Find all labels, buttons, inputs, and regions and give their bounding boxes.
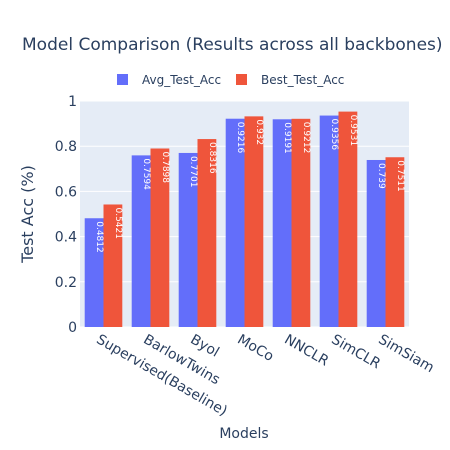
legend-swatch [117,74,128,85]
bar-value-label: 0.739 [376,163,386,189]
legend-label: Avg_Test_Acc [142,73,221,87]
bar [197,139,217,327]
bar-value-label: 0.5421 [113,207,123,239]
legend-label: Best_Test_Acc [261,73,344,87]
bar-value-label: 0.7701 [188,156,198,188]
bar [150,148,170,327]
bar [225,118,245,327]
bar [291,118,311,327]
bar [272,119,292,327]
y-tick-label: 0.6 [55,184,77,200]
legend: Avg_Test_Acc Best_Test_Acc [117,73,344,87]
bar [131,155,151,327]
x-tick-label: SimSiam [376,332,437,377]
bar-value-label: 0.8316 [207,142,217,174]
y-tick-label: 1 [68,94,77,110]
bar-value-label: 0.4812 [94,221,104,253]
bars [84,111,405,328]
bar-value-label: 0.7511 [395,160,405,192]
bar-value-label: 0.932 [254,119,264,145]
x-axis-title: Models [219,426,268,442]
y-tick-label: 0.8 [55,139,77,155]
y-axis-ticks: 0 0.2 0.4 0.6 0.8 1 [55,94,77,336]
y-tick-label: 0 [68,320,77,336]
chart-title: Model Comparison (Results across all bac… [22,35,443,55]
y-tick-label: 0.2 [55,275,77,291]
bar-value-label: 0.9212 [301,122,311,154]
x-tick-label: NNCLR [282,332,332,370]
x-tick-label: MoCo [235,332,277,365]
bar-value-label: 0.7898 [160,152,170,184]
bar-value-label: 0.9191 [282,122,292,154]
bar-value-label: 0.9356 [329,119,339,151]
bar-value-label: 0.9531 [348,115,358,146]
bar [366,159,386,327]
bar-value-label: 0.7594 [141,158,151,190]
bar-value-label: 0.9216 [235,122,245,154]
bar-labels: 0.4812 0.7594 0.7701 0.9216 0.9191 0.9356 0.73… [94,115,405,253]
bar [84,218,104,327]
bar [338,111,358,328]
bar [178,152,198,327]
y-tick-label: 0.4 [55,230,77,246]
bar [385,157,405,327]
bar [103,204,123,327]
legend-swatch [236,74,247,85]
x-tick-label: SimCLR [329,332,384,373]
y-axis-title: Test Acc (%) [18,165,37,264]
bar [319,115,339,327]
bar [244,116,264,327]
